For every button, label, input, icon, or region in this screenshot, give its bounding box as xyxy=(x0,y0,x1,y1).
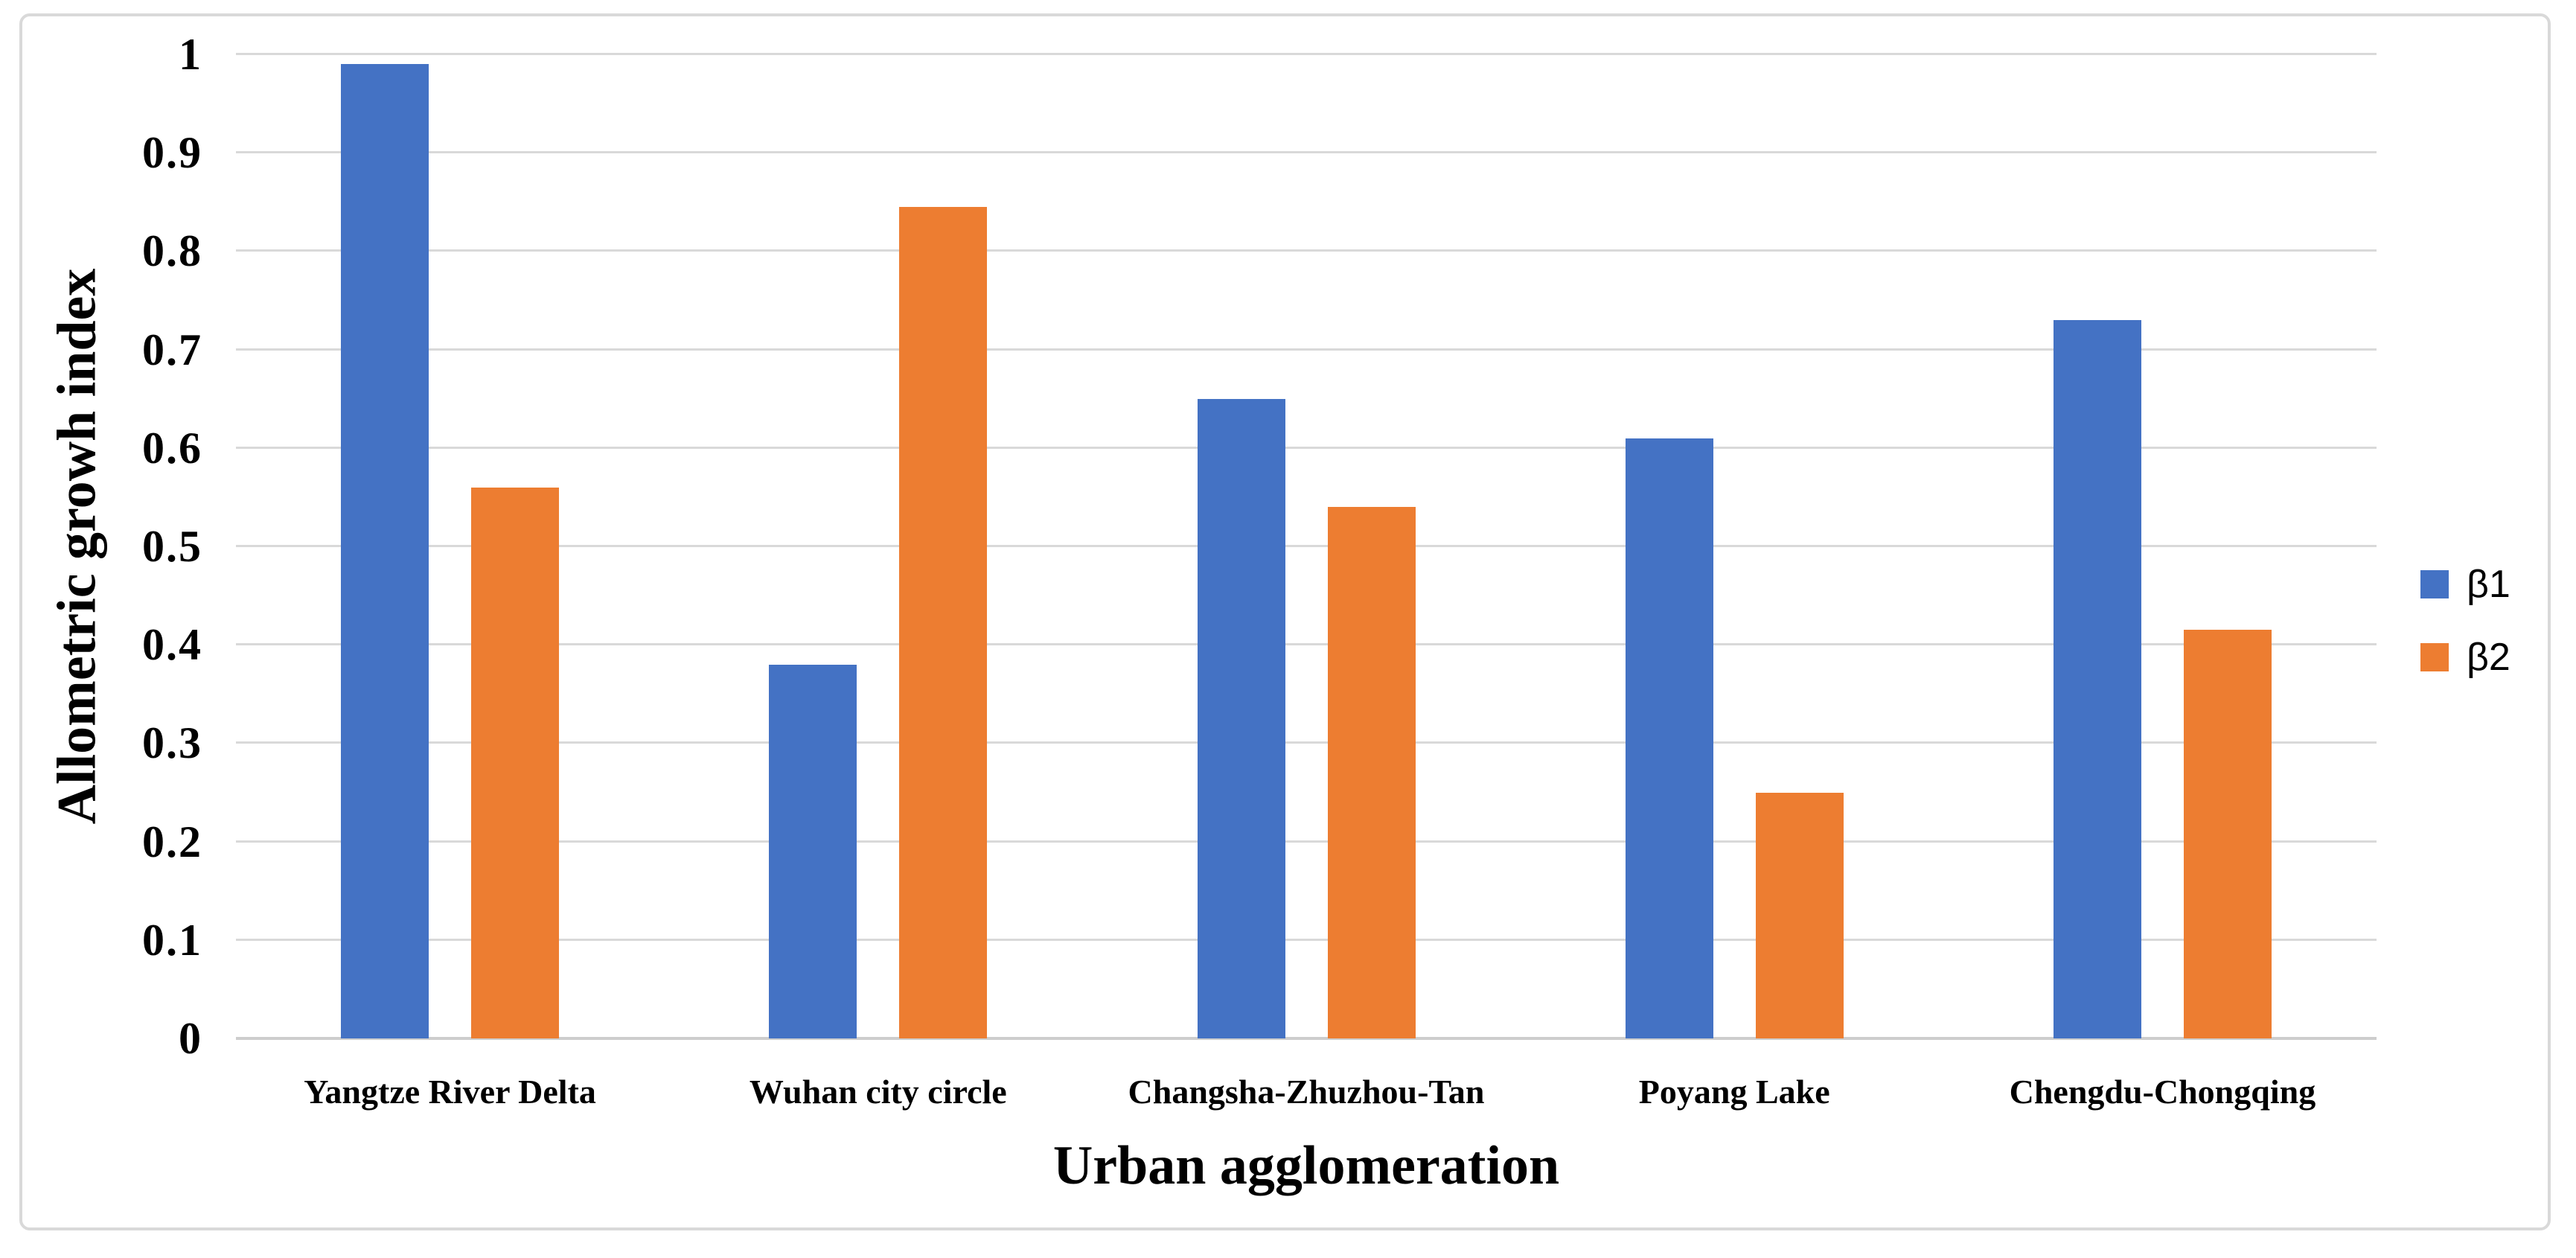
bar-group: Yangtze River Delta xyxy=(236,54,664,1111)
y-tick-label: 0.9 xyxy=(142,128,202,178)
category-label: Chengdu-Chongqing xyxy=(2009,1073,2316,1111)
bar-β1 xyxy=(341,64,429,1038)
bar-pair xyxy=(1521,54,1949,1038)
category-label: Yangtze River Delta xyxy=(304,1073,596,1111)
bar-group: Chengdu-Chongqing xyxy=(1949,54,2377,1111)
bar-β1 xyxy=(2053,319,2141,1038)
legend-swatch-icon xyxy=(2420,570,2449,598)
category-label: Changsha-Zhuzhou-Tan xyxy=(1128,1073,1485,1111)
bar-pair xyxy=(236,54,664,1038)
bar-β2 xyxy=(1327,507,1416,1038)
legend-entry: β1 xyxy=(2420,563,2511,606)
y-tick-label: 0.7 xyxy=(142,325,202,374)
gridline xyxy=(236,249,2377,252)
y-tick-label: 0.3 xyxy=(142,718,202,768)
y-axis-tick-labels: 0 0.1 0.2 0.3 0.4 0.5 0.6 0.7 0.8 0.9 1 xyxy=(0,32,202,1061)
bar-group: Poyang Lake xyxy=(1521,54,1949,1111)
bar-β1 xyxy=(769,664,857,1038)
legend: β1 β2 xyxy=(2420,563,2511,679)
y-tick-label: 0.8 xyxy=(142,226,202,276)
gridline xyxy=(236,348,2377,351)
bar-group: Changsha-Zhuzhou-Tan xyxy=(1092,54,1520,1111)
bar-β2 xyxy=(1755,792,1844,1038)
gridline xyxy=(236,938,2377,941)
bar-group: Wuhan city circle xyxy=(664,54,1092,1111)
bar-β1 xyxy=(1625,438,1713,1038)
legend-label: β2 xyxy=(2467,636,2511,679)
x-axis-title: Urban agglomeration xyxy=(1052,1135,1560,1196)
gridline xyxy=(236,446,2377,449)
y-tick-label: 0.2 xyxy=(142,817,202,866)
legend-entry: β2 xyxy=(2420,636,2511,679)
y-tick-label: 0 xyxy=(179,1014,202,1063)
y-tick-label: 1 xyxy=(179,30,202,79)
gridline xyxy=(236,545,2377,547)
category-label: Poyang Lake xyxy=(1638,1073,1830,1111)
category-label: Wuhan city circle xyxy=(749,1073,1007,1111)
legend-label: β1 xyxy=(2467,563,2511,606)
bar-pair xyxy=(664,54,1092,1038)
bar-groups: Yangtze River Delta Wuhan city circle Chan… xyxy=(236,54,2377,1111)
x-axis-line xyxy=(236,1037,2377,1040)
plot-area: Yangtze River Delta Wuhan city circle Chan… xyxy=(236,53,2377,1111)
y-tick-label: 0.5 xyxy=(142,522,202,571)
bar-β2 xyxy=(2183,630,2272,1038)
y-tick-label: 0.4 xyxy=(142,620,202,670)
legend-swatch-icon xyxy=(2420,643,2449,671)
bar-β2 xyxy=(471,487,560,1038)
bar-pair xyxy=(1949,54,2377,1038)
y-tick-label: 0.1 xyxy=(142,915,202,965)
gridline xyxy=(236,840,2377,843)
y-tick-label: 0.6 xyxy=(142,423,202,473)
bar-β1 xyxy=(1197,398,1285,1038)
gridline xyxy=(236,53,2377,55)
bar-pair xyxy=(1092,54,1520,1038)
gridline xyxy=(236,643,2377,646)
gridline xyxy=(236,151,2377,154)
bar-β2 xyxy=(899,206,988,1038)
gridline xyxy=(236,741,2377,744)
